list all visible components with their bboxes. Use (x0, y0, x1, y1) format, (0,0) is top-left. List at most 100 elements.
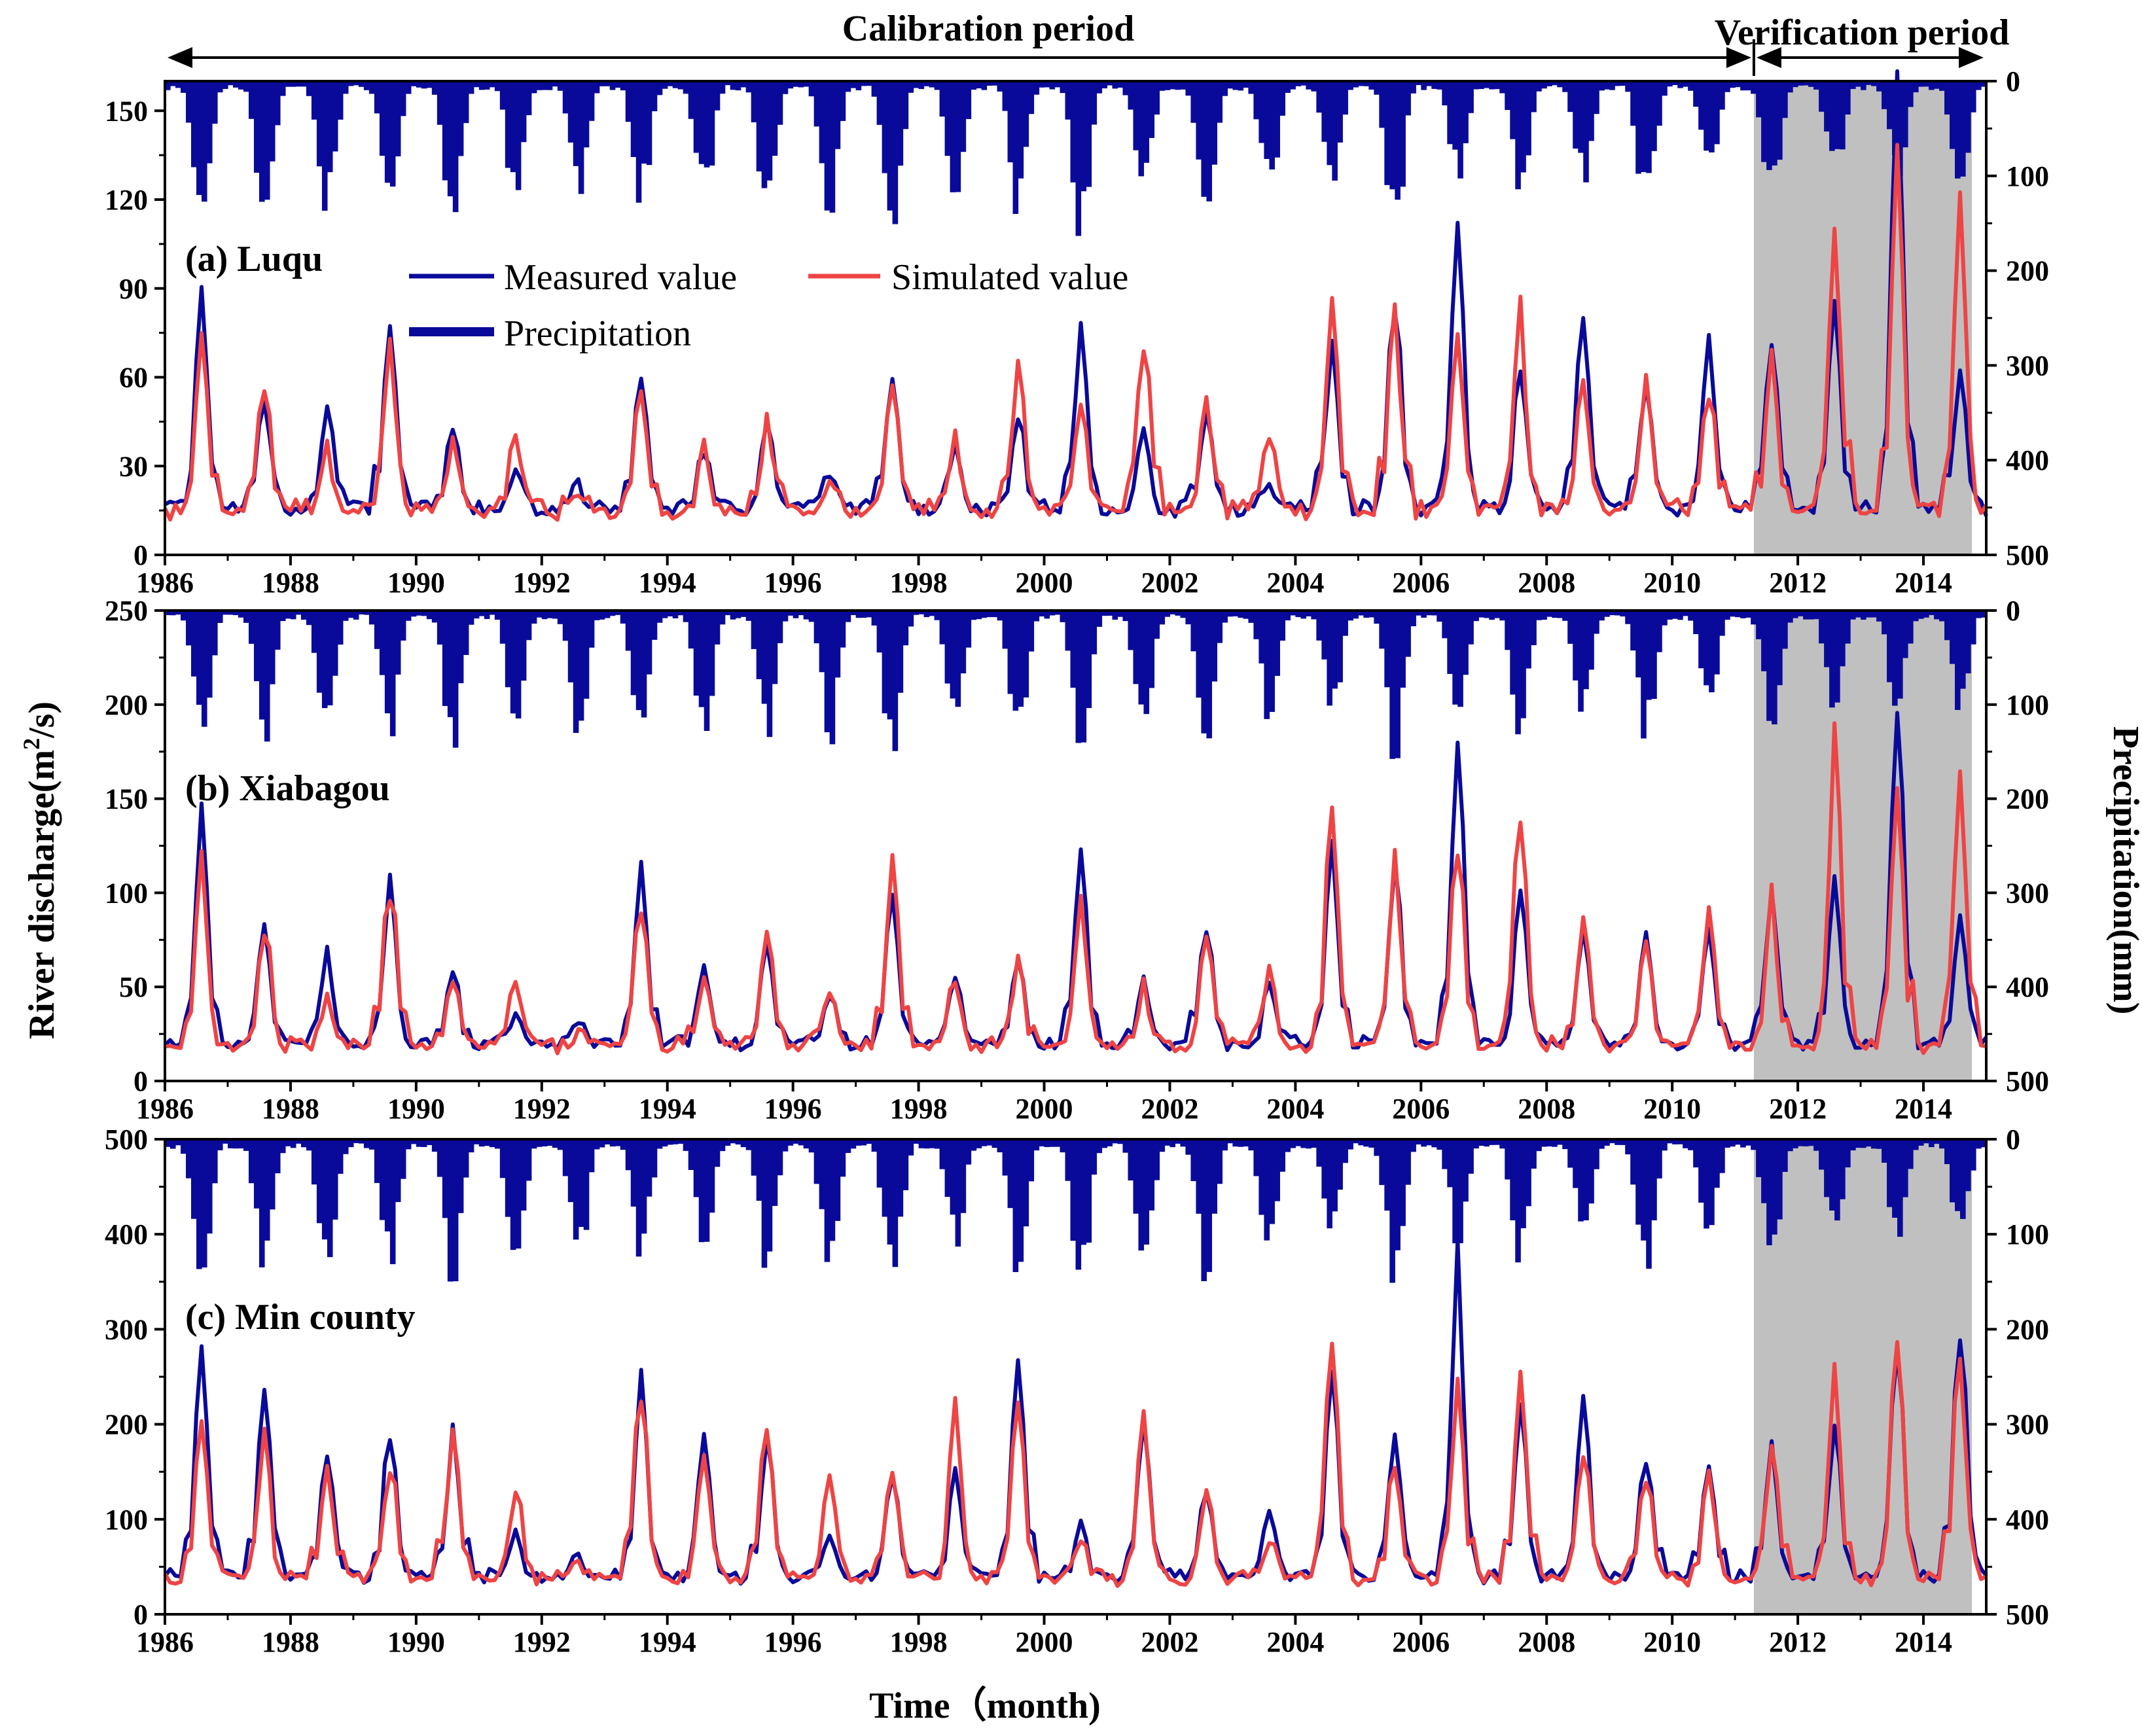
precip-bar (300, 1139, 307, 1148)
precip-bar (1243, 81, 1249, 88)
precip-bar (1039, 611, 1045, 617)
precip-bar (510, 1139, 516, 1250)
precip-bar (238, 81, 244, 90)
y-tick-label: 150 (105, 783, 148, 815)
precip-bar (1264, 611, 1270, 719)
precip-bar (1227, 611, 1234, 617)
precip-bar (1175, 1139, 1181, 1144)
precip-bar (1337, 81, 1343, 143)
precip-bar (1033, 611, 1040, 622)
precip-bar (991, 81, 998, 86)
precip-bar (1054, 1139, 1061, 1147)
precip-bar (1248, 611, 1255, 623)
precip-bar (646, 611, 652, 675)
precip-bar (667, 81, 673, 86)
precip-bar (1227, 1139, 1234, 1144)
precip-bar (1829, 611, 1835, 708)
precip-bar (766, 611, 773, 737)
precip-tick-label: 100 (2006, 160, 2049, 192)
precip-bar (1971, 1139, 1976, 1171)
precip-bar (1379, 81, 1385, 128)
precip-bar (745, 1139, 752, 1150)
precip-bar (1222, 81, 1228, 96)
simulated-series (163, 143, 1988, 522)
precip-bar (578, 1139, 584, 1228)
precip-bar (295, 611, 302, 615)
precip-bar (1122, 1139, 1129, 1153)
precip-bar (243, 1139, 249, 1151)
precip-bar (745, 611, 752, 621)
precip-bar (269, 81, 276, 162)
precip-bar (866, 611, 872, 618)
precip-bar (170, 81, 176, 86)
precip-bar (1437, 81, 1442, 90)
precip-bar (782, 611, 789, 622)
precip-bar (782, 81, 789, 94)
precip-bar (1478, 611, 1484, 618)
precip-bar (1667, 1139, 1673, 1144)
precip-bar (615, 1139, 621, 1146)
precip-bar (594, 1139, 600, 1150)
precip-bar (971, 1139, 977, 1151)
precip-bar (761, 611, 768, 704)
precip-bar (955, 81, 961, 192)
precip-bar (1698, 81, 1704, 130)
precip-bar (986, 611, 993, 618)
precip-bar (1798, 81, 1804, 86)
x-tick-label: 2000 (1016, 1626, 1073, 1658)
precip-bar (211, 1139, 218, 1184)
precip-bar (861, 81, 867, 86)
precip-bar (1437, 1139, 1442, 1150)
precip-bar (332, 81, 338, 152)
precip-bar (1217, 81, 1223, 123)
precip-tick-label: 100 (2006, 1218, 2049, 1250)
precip-bar (1730, 81, 1736, 88)
precip-bar (1714, 1139, 1720, 1188)
precip-bar (1442, 1139, 1448, 1169)
precip-bar (651, 1139, 658, 1178)
precip-bar (1217, 611, 1223, 643)
precip-bar (1400, 81, 1406, 187)
precip-bar (1557, 1139, 1563, 1145)
precip-bar (1677, 611, 1683, 620)
precip-bar (1834, 611, 1840, 703)
precip-bar (871, 1139, 878, 1152)
precip-bar (457, 81, 464, 156)
precip-bar (934, 81, 940, 90)
precip-bar (808, 81, 815, 97)
panel-a: 0 30 60 90 120 150 0 100 200 300 400 500 1986 1988 199… (105, 65, 2049, 599)
precip-bar (1934, 1139, 1940, 1144)
x-tick-label: 1986 (136, 567, 194, 599)
precip-bar (1819, 611, 1825, 644)
precip-bar (1866, 611, 1872, 618)
precip-bar (1457, 81, 1463, 179)
precip-bar (1793, 611, 1798, 618)
precip-bar (562, 81, 569, 114)
precip-bar (813, 611, 820, 644)
x-tick-label: 2004 (1266, 1093, 1324, 1125)
precip-bar (1808, 1139, 1814, 1146)
precip-bar (1447, 611, 1453, 674)
precip-bar (939, 611, 946, 645)
precip-bar (1510, 1139, 1516, 1220)
precip-bar (950, 611, 956, 699)
precip-bar (1023, 81, 1029, 147)
precip-bar (766, 81, 773, 181)
precip-bar (285, 611, 291, 619)
x-tick-label: 2000 (1016, 567, 1073, 599)
precip-bar (1180, 611, 1187, 618)
precip-bar (358, 611, 365, 615)
precip-bar (751, 81, 757, 122)
precip-bar (1374, 1139, 1380, 1156)
x-tick-label: 2006 (1392, 1093, 1450, 1125)
precip-bar (463, 81, 469, 124)
precip-bar (1384, 81, 1390, 185)
precip-bar (730, 81, 736, 90)
x-tick-label: 2014 (1895, 1093, 1952, 1125)
precip-bar (489, 81, 495, 88)
precip-bar (1782, 81, 1788, 118)
precip-bar (1646, 1139, 1652, 1269)
precip-bar (1018, 611, 1024, 707)
precip-bar (876, 81, 883, 125)
precip-bar (1002, 81, 1009, 111)
